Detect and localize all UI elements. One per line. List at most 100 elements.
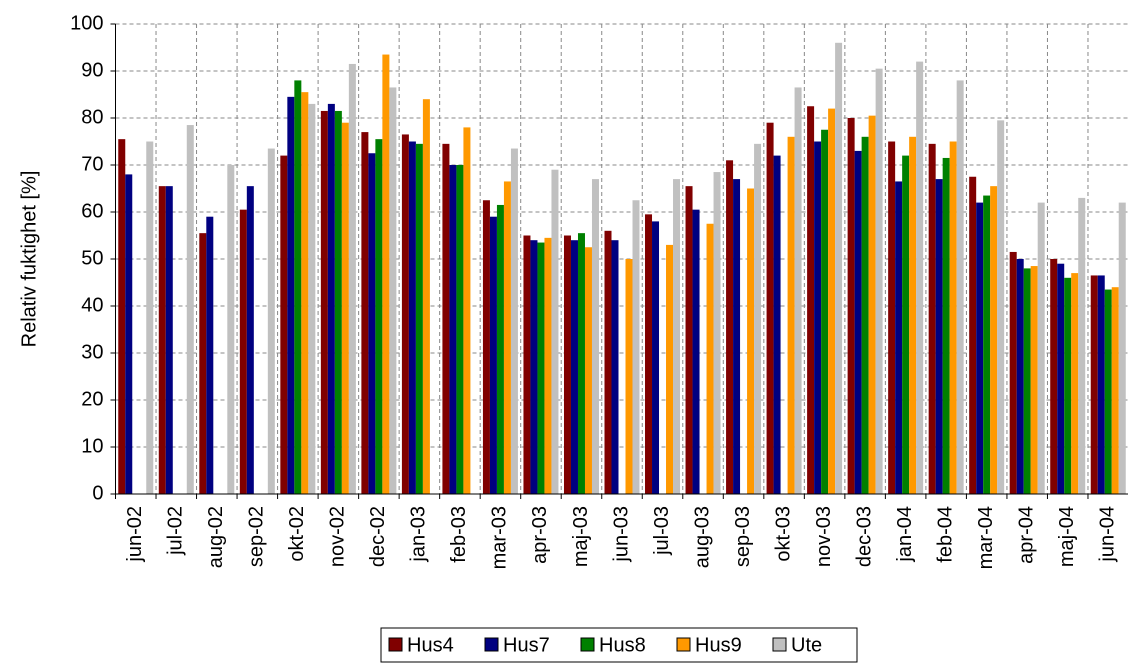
bar xyxy=(570,240,578,494)
bar xyxy=(280,155,288,494)
x-tick-label: maj-04 xyxy=(1056,506,1078,567)
bar xyxy=(916,61,924,494)
x-tick-label: sep-03 xyxy=(732,506,754,567)
bar xyxy=(327,103,335,495)
bar xyxy=(976,202,984,494)
bar xyxy=(165,186,173,494)
y-tick-label: 50 xyxy=(81,247,103,269)
bar xyxy=(422,99,430,494)
legend-swatch xyxy=(580,637,595,652)
bar xyxy=(956,80,964,495)
bar xyxy=(794,87,802,494)
bar xyxy=(754,143,762,494)
bar xyxy=(320,110,328,494)
bar xyxy=(814,141,822,494)
bar xyxy=(267,148,275,495)
bar xyxy=(239,209,247,494)
legend-label: Hus7 xyxy=(503,634,550,656)
x-tick-label: dec-03 xyxy=(853,506,875,567)
bar xyxy=(787,136,795,495)
bar xyxy=(382,54,390,495)
legend-swatch xyxy=(484,637,499,652)
x-tick-label: okt-03 xyxy=(772,506,794,562)
x-tick-label: feb-04 xyxy=(934,506,956,563)
bar xyxy=(199,233,207,494)
bar xyxy=(146,141,154,494)
bar xyxy=(1037,202,1045,494)
bar xyxy=(713,172,721,495)
y-tick-label: 20 xyxy=(81,388,103,410)
bar xyxy=(368,153,376,494)
bar xyxy=(482,200,490,494)
bar xyxy=(584,247,592,494)
bar xyxy=(530,240,538,494)
legend-label: Hus8 xyxy=(599,634,646,656)
bar xyxy=(1057,263,1065,494)
y-tick-label: 0 xyxy=(92,482,103,504)
bar xyxy=(227,165,235,494)
bar xyxy=(415,143,423,494)
bar xyxy=(408,141,416,494)
x-tick-label: nov-02 xyxy=(327,506,349,567)
bar xyxy=(389,87,397,494)
x-tick-label: dec-02 xyxy=(367,506,389,567)
bar xyxy=(1064,277,1072,494)
x-tick-label: mar-04 xyxy=(975,506,997,569)
bar xyxy=(301,92,309,495)
x-tick-label: okt-02 xyxy=(286,506,308,562)
bar xyxy=(828,108,836,494)
bar xyxy=(935,179,943,494)
bar xyxy=(537,242,545,494)
bar xyxy=(125,174,133,494)
bar xyxy=(186,125,194,495)
y-tick-label: 80 xyxy=(81,106,103,128)
bar xyxy=(868,115,876,495)
bar xyxy=(747,188,755,494)
bar xyxy=(1078,197,1086,494)
x-tick-label: apr-03 xyxy=(529,506,551,564)
x-tick-label: jun-02 xyxy=(124,506,146,563)
bar xyxy=(645,214,653,494)
bar xyxy=(401,134,409,494)
bar xyxy=(334,110,342,494)
y-tick-label: 60 xyxy=(81,200,103,222)
bar xyxy=(1111,287,1119,494)
bar xyxy=(544,237,552,494)
x-tick-label: jun-04 xyxy=(1097,506,1119,563)
bar xyxy=(1097,275,1105,494)
bar xyxy=(361,132,369,494)
bar xyxy=(503,181,511,494)
x-tick-label: jun-03 xyxy=(610,506,632,563)
bar xyxy=(611,240,619,494)
bar xyxy=(308,103,316,495)
bar xyxy=(523,235,531,494)
y-tick-label: 70 xyxy=(81,153,103,175)
bar xyxy=(551,169,559,494)
x-tick-label: jul-02 xyxy=(165,506,187,556)
legend-label: Hus9 xyxy=(695,634,742,656)
bar xyxy=(591,179,599,494)
bar xyxy=(807,106,815,494)
bar xyxy=(510,148,518,495)
x-tick-label: jan-04 xyxy=(894,506,916,563)
bar xyxy=(1050,259,1058,494)
bar xyxy=(652,221,660,494)
bar xyxy=(685,186,693,494)
x-tick-label: feb-03 xyxy=(448,506,470,563)
bar xyxy=(375,139,383,494)
bar xyxy=(835,42,843,495)
y-tick-label: 90 xyxy=(81,59,103,81)
bar xyxy=(854,150,862,494)
y-axis-label: Relativ fuktighet [%] xyxy=(18,171,40,348)
bar xyxy=(1016,259,1024,494)
bar xyxy=(158,186,166,494)
bar xyxy=(990,186,998,494)
bar xyxy=(632,200,640,494)
x-tick-label: nov-03 xyxy=(813,506,835,567)
bar xyxy=(496,204,504,494)
bar xyxy=(666,244,674,494)
bar xyxy=(861,136,869,495)
bar xyxy=(604,230,612,495)
bar xyxy=(118,139,126,494)
